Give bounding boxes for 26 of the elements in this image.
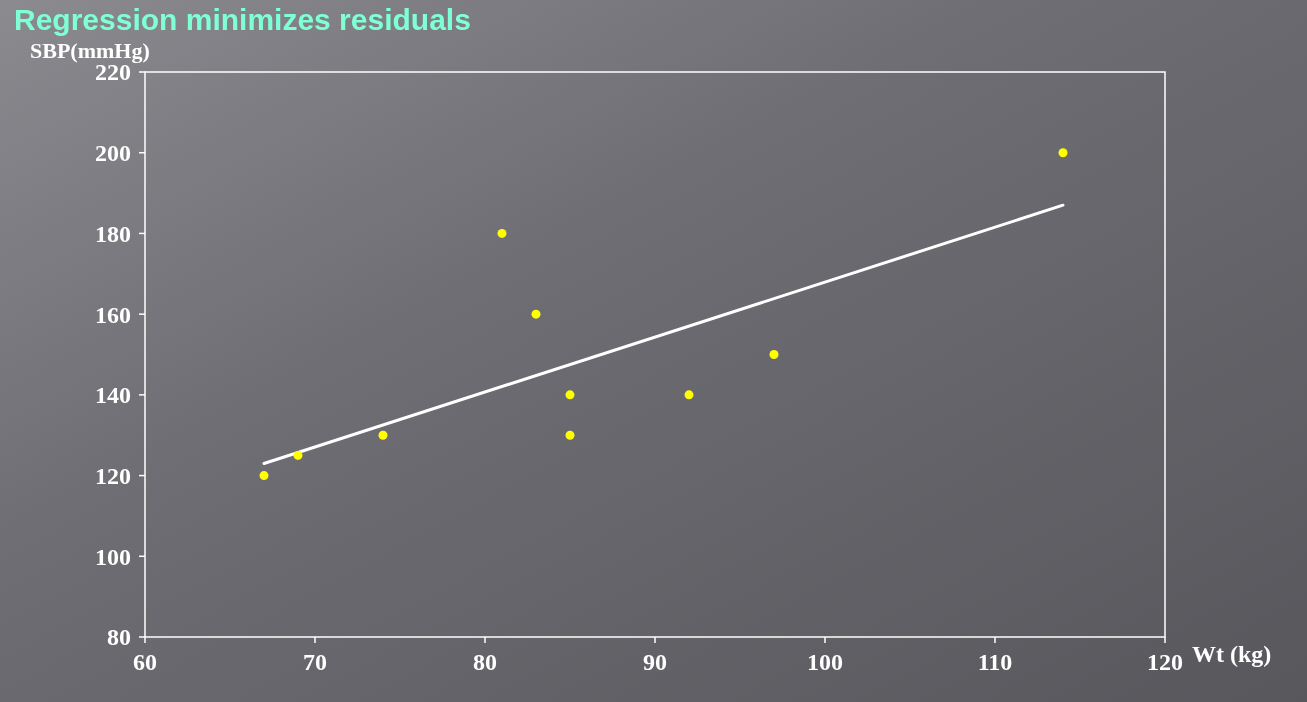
point [565, 390, 575, 400]
x-tick-label: 90 [643, 649, 667, 675]
point [769, 350, 779, 359]
y-tick-label: 80 [107, 624, 131, 651]
x-tick-label: 80 [473, 649, 497, 675]
y-tick-label: 120 [95, 462, 131, 489]
point [531, 309, 541, 319]
y-tick-label: 180 [95, 220, 131, 247]
y-tick-label: 140 [95, 382, 131, 409]
point [684, 390, 694, 400]
point [378, 430, 388, 440]
x-tick-label: 70 [303, 649, 327, 675]
chart-title: Regression minimizes residuals [14, 3, 471, 36]
point [497, 228, 507, 238]
point [259, 471, 269, 481]
x-tick-label: 100 [807, 649, 843, 675]
point [565, 430, 575, 440]
x-tick-label: 110 [977, 649, 1013, 675]
y-tick-label: 200 [95, 140, 131, 167]
y-tick-label: 100 [95, 543, 131, 570]
x-axis-title: Wt (kg) [1192, 641, 1272, 667]
y-tick-label: 160 [95, 301, 131, 328]
x-tick-label: 120 [1147, 649, 1183, 675]
x-tick-label: 60 [133, 649, 157, 675]
point [293, 450, 303, 460]
point [1058, 148, 1068, 158]
